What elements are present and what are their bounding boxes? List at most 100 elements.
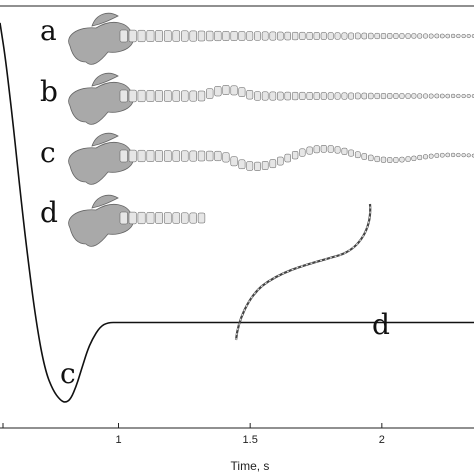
annotation-curve-c: c <box>60 357 76 390</box>
spine-b-vertebra <box>146 90 155 102</box>
spine-c-vertebra <box>269 159 277 169</box>
spine-a-vertebra <box>445 33 450 39</box>
spine-d-tail <box>234 203 372 341</box>
spine-a-vertebra <box>440 33 445 39</box>
spine-b-vertebra <box>423 93 428 99</box>
spine-c-pelvis <box>68 141 134 185</box>
spine-d-vertebra <box>146 212 155 224</box>
spine-b-vertebra <box>306 92 313 100</box>
spine-b-vertebra <box>440 93 445 99</box>
spine-d-vertebra <box>189 212 197 224</box>
spine-b-vertebra <box>456 93 461 99</box>
spine-c-vertebra <box>334 146 341 154</box>
spine-b-vertebra <box>269 91 277 101</box>
spine-b-vertebra <box>445 93 450 99</box>
spine-b-vertebra <box>230 85 238 96</box>
spine-a-vertebra <box>393 33 399 39</box>
spine-a-vertebra <box>277 31 284 41</box>
spine-c-fin <box>91 132 119 147</box>
spine-a-vertebra <box>189 30 197 42</box>
spine-b-vertebra <box>387 93 393 99</box>
spine-b-vertebra <box>434 93 440 99</box>
spine-c-vertebra <box>230 156 238 167</box>
spine-c-vertebra <box>374 155 380 163</box>
spine-a-vertebra <box>222 31 230 41</box>
spine-a-vertebra <box>246 31 254 41</box>
spine-a-vertebra <box>399 33 405 39</box>
spine-b-vertebra <box>299 91 306 100</box>
spine-a-vertebra <box>411 33 417 39</box>
spine-c-vertebra <box>466 153 471 158</box>
spine-d-vertebra <box>119 211 128 225</box>
spine-c-vertebra <box>445 152 450 158</box>
spine-c-vertebra <box>214 150 222 162</box>
spine-b-vertebra <box>181 90 189 102</box>
spine-b-vertebra <box>466 94 471 98</box>
spine-c-vertebra <box>238 159 246 170</box>
spine-b-vertebra <box>197 90 206 102</box>
spine-a-vertebra <box>434 33 440 39</box>
x-tick-label-0: 1 <box>115 434 121 446</box>
spine-c-vertebra <box>393 157 399 163</box>
spine-a-vertebra <box>146 30 155 42</box>
spine-c-vertebra <box>405 156 411 162</box>
spine-b-vertebra <box>334 92 341 100</box>
spine-c-vertebra <box>189 150 197 162</box>
spine-a-fin <box>91 12 119 27</box>
spine-a-vertebra <box>327 32 334 40</box>
spine-a-vertebra <box>299 31 306 40</box>
spine-d-vertebra <box>155 212 163 224</box>
spine-c-vertebra <box>284 153 291 163</box>
spine-b <box>68 72 474 125</box>
x-tick-label-2: 2 <box>379 434 385 446</box>
spine-b-vertebra <box>405 93 411 99</box>
spine-a <box>68 12 474 65</box>
spine-c-vertebra <box>461 153 466 158</box>
spine-b-vertebra <box>284 91 291 101</box>
spine-b-vertebra <box>137 89 146 103</box>
spine-c-vertebra <box>306 146 313 155</box>
spine-a-vertebra <box>428 33 434 39</box>
spine-a-vertebra <box>423 33 428 39</box>
spine-c-vertebra <box>320 145 327 153</box>
spine-a-vertebra <box>450 33 456 39</box>
spine-b-vertebra <box>320 92 327 100</box>
spine-c-vertebra <box>399 156 405 163</box>
spine-b-vertebra <box>214 86 222 97</box>
x-tick-label-1: 1.5 <box>243 434 258 446</box>
spine-a-vertebra <box>361 32 368 40</box>
spine-b-vertebra <box>393 93 399 99</box>
spine-d-vertebra <box>172 212 181 224</box>
spine-c-vertebra <box>313 145 320 154</box>
spine-b-vertebra <box>417 93 423 99</box>
spine-a-vertebra <box>368 32 374 40</box>
spine-a-vertebra <box>172 30 181 42</box>
spine-c-vertebra <box>411 155 417 161</box>
x-axis-title: Time, s <box>231 459 270 473</box>
spine-d-vertebra <box>137 211 146 225</box>
spine-b-vertebra <box>128 89 137 103</box>
annotation-a: a <box>40 14 57 47</box>
spine-a-vertebra <box>306 32 313 40</box>
spine-c-vertebra <box>254 161 261 171</box>
series-line <box>0 22 474 403</box>
spine-a-vertebra <box>405 33 411 39</box>
spine-a-vertebra <box>387 33 393 39</box>
spine-d-vertebra <box>128 211 137 225</box>
spine-b-vertebra <box>399 93 405 99</box>
spine-b-vertebra <box>380 93 387 100</box>
spine-a-vertebra <box>137 29 146 43</box>
x-axis-ticks: 1 1.5 2 <box>2 423 385 446</box>
spine-c-vertebra <box>261 161 269 170</box>
spine-a-vertebra <box>206 30 214 42</box>
spine-b-pelvis <box>68 81 134 125</box>
spine-a-vertebra <box>269 31 277 41</box>
spine-b-vertebra <box>354 92 361 100</box>
spine-c-vertebra <box>246 161 254 171</box>
spine-c-vertebra <box>380 156 387 163</box>
spine-b-vertebra <box>450 93 456 99</box>
spine-c-vertebra <box>417 154 423 161</box>
spine-a-vertebra <box>119 29 128 43</box>
spine-a-vertebra <box>181 30 189 42</box>
